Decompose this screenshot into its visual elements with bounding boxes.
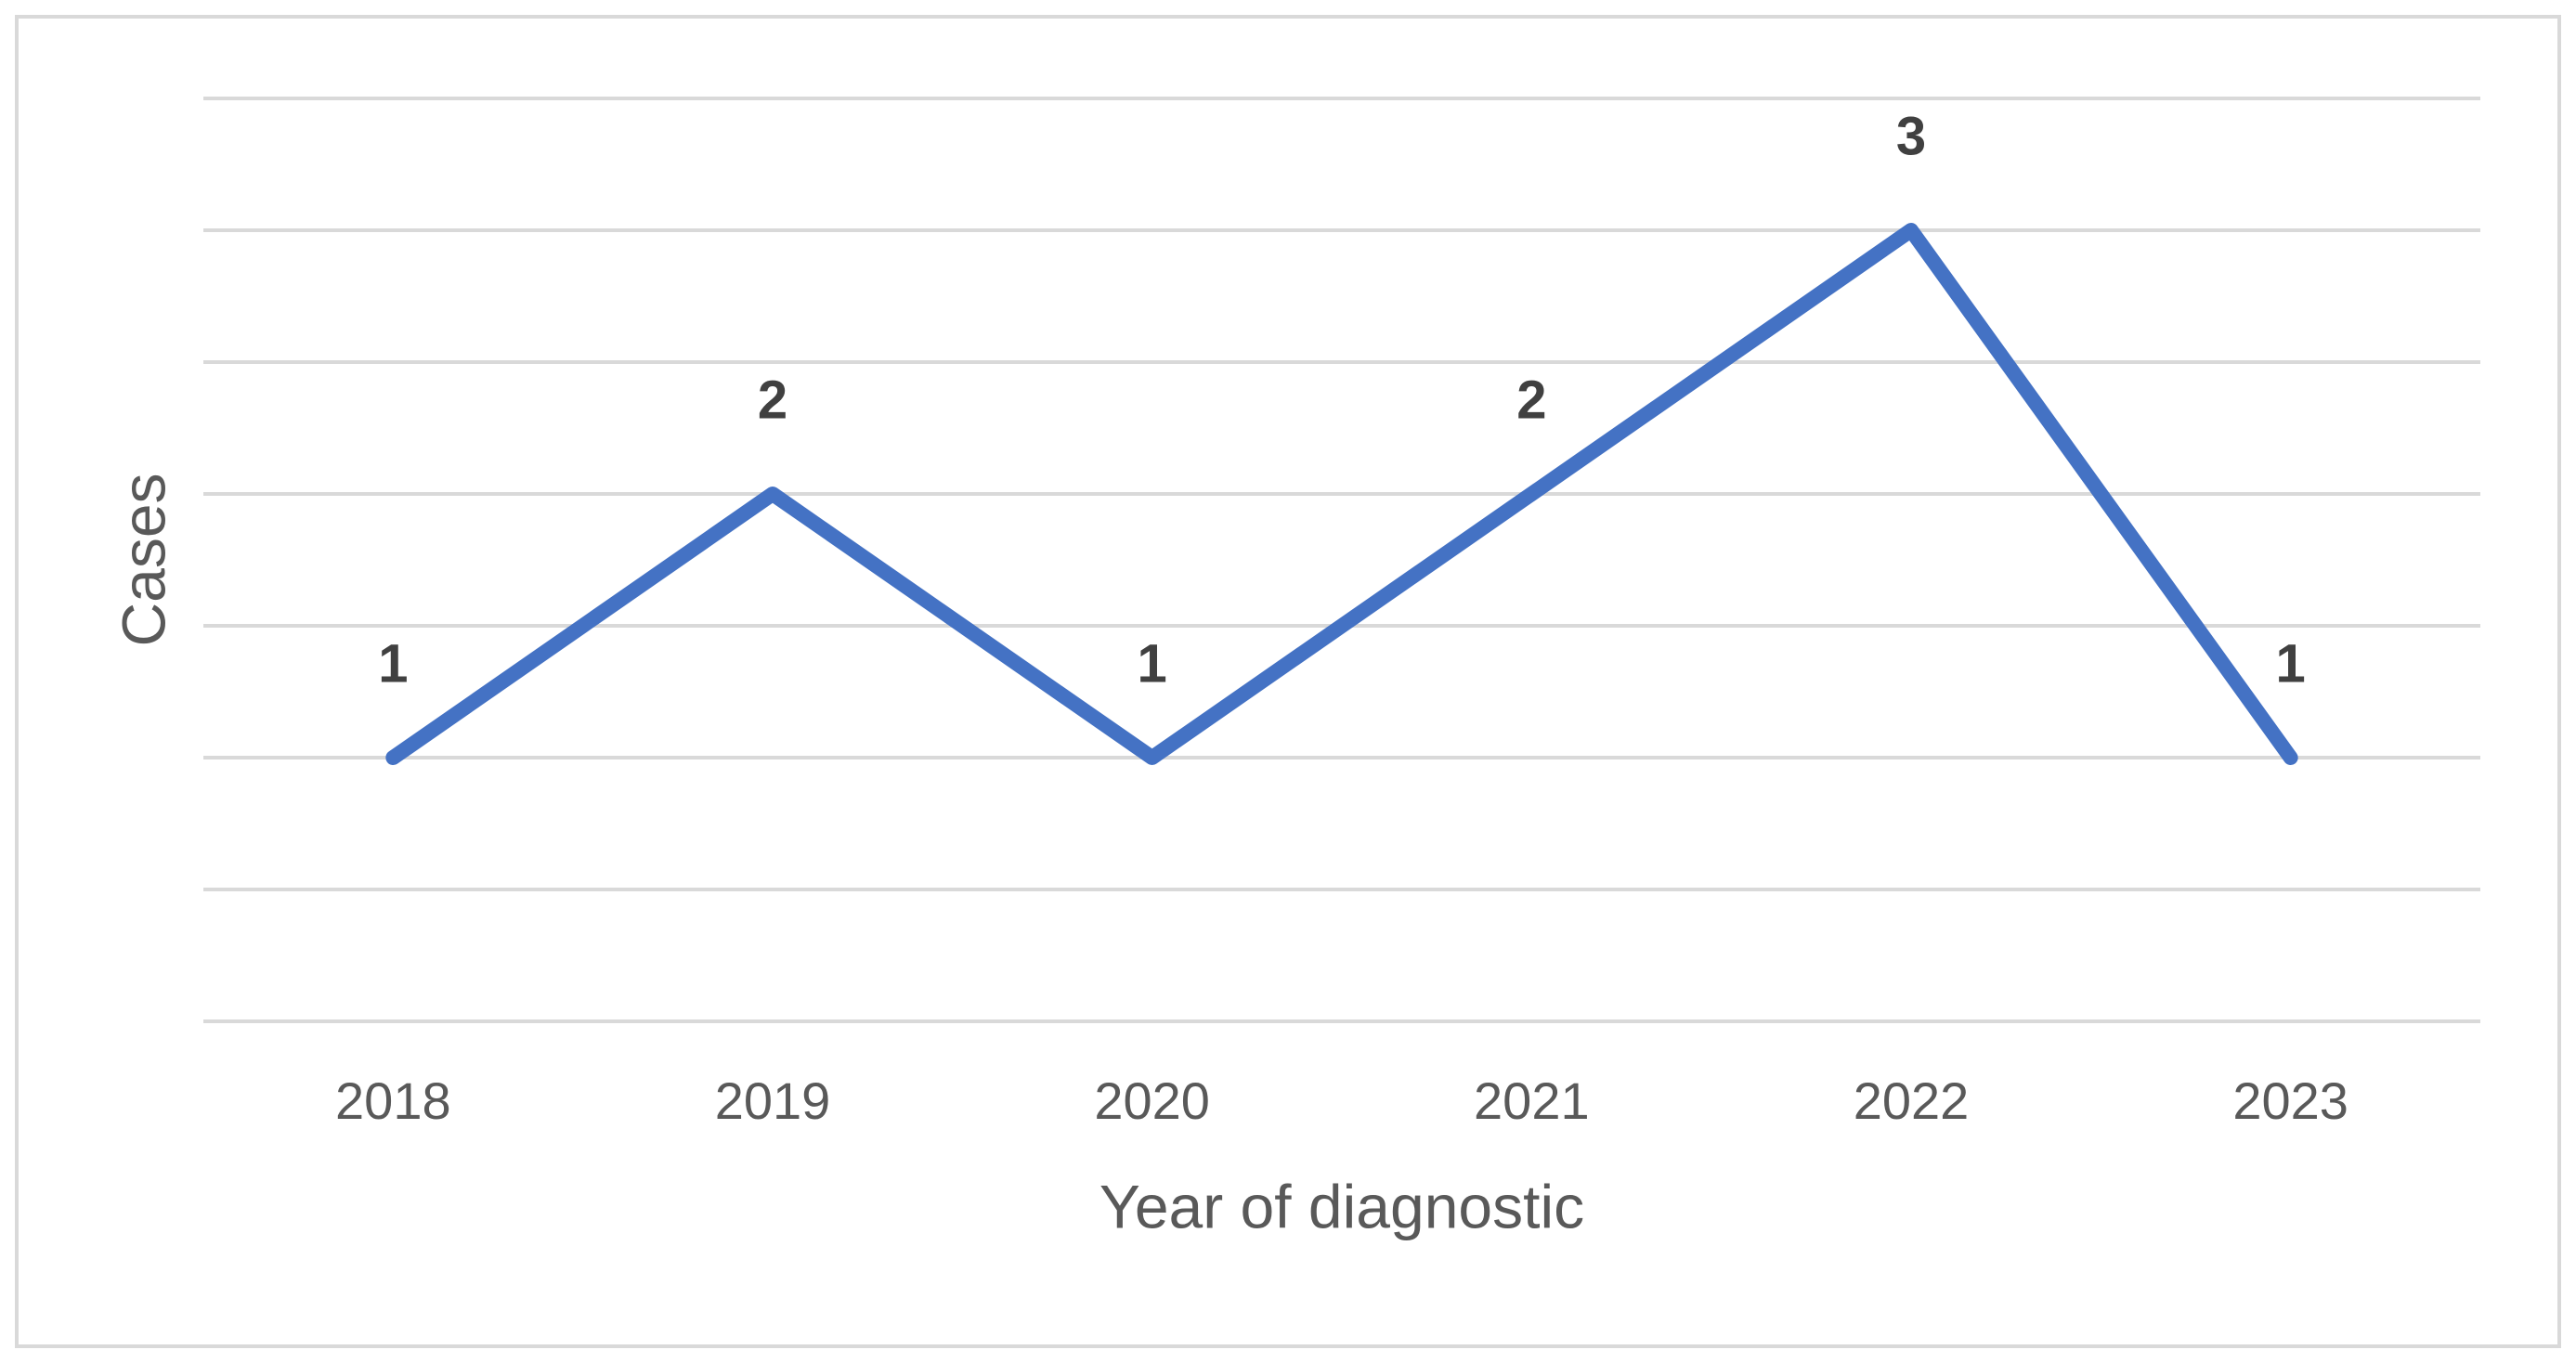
line-series [385,223,2298,765]
x-tick-label: 2022 [1854,1071,1970,1130]
data-label: 1 [2276,633,2306,694]
chart-border [15,15,2561,1348]
x-tick-label: 2019 [715,1071,831,1130]
data-label: 2 [1516,370,1546,430]
data-label: 2 [758,370,787,430]
x-tick-label: 2021 [1474,1071,1590,1130]
x-axis-title: Year of diagnostic [1099,1172,1584,1240]
y-axis-title: Cases [109,473,177,646]
x-tick-label: 2018 [335,1071,451,1130]
data-label: 1 [378,633,408,694]
data-label: 1 [1138,633,1167,694]
x-tick-label: 2023 [2232,1071,2348,1130]
data-label: 3 [1896,106,1926,166]
x-tick-label: 2020 [1094,1071,1210,1130]
